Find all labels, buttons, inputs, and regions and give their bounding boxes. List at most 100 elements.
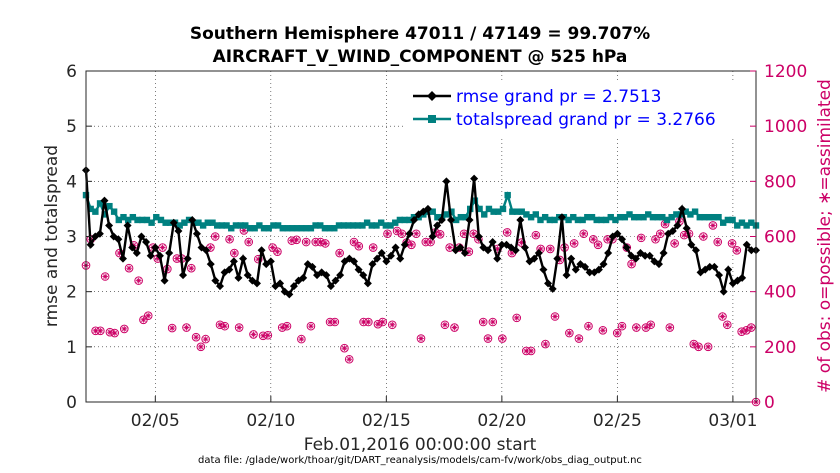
totalspread-point [481,211,488,218]
obs-assimilated-point [528,348,534,354]
totalspread-point [546,216,554,224]
totalspread-point [298,225,305,232]
obs-assimilated-point [580,230,587,237]
obs-assimilated-point [571,240,577,247]
rmse-point [155,251,164,260]
rmse-point [742,240,751,249]
obs-possible-point [708,221,718,230]
obs-assimilated-point [485,335,491,342]
totalspread-point [696,213,703,221]
obs-assimilated-stroke [327,319,333,325]
obs-possible-point [445,243,455,252]
rmse-point [437,215,446,224]
obs-assimilated-stroke [270,245,275,250]
rmse-point [86,240,95,249]
legend-box [405,80,750,136]
rmse-point [557,213,566,222]
obs-possible-point [651,234,660,244]
obs-possible-point [722,320,732,330]
obs-assimilated-point [384,230,391,237]
obs-assimilated-point [576,335,582,342]
obs-assimilated-stroke [447,245,452,250]
obs-assimilated-point [212,233,219,240]
obs-possible-point [450,323,459,332]
totalspread-point [710,213,718,221]
obs-possible-point [689,339,699,349]
rmse-point [299,273,308,282]
totalspread-point [293,225,301,232]
obs-possible-point [478,317,488,327]
obs-possible-point [746,323,756,332]
rmse-point [470,174,479,183]
obs-assimilated-point [743,327,750,334]
totalspread-point [387,222,394,229]
obs-assimilated-point [590,236,597,243]
obs-assimilated-point [523,348,530,354]
rmse-point [747,246,756,255]
rmse-point [659,249,668,258]
obs-assimilated-point [748,324,755,331]
totalspread-point [139,216,146,224]
obs-assimilated-stroke [289,238,295,243]
obs-assimilated-point [135,277,142,284]
rmse-point [618,235,626,244]
rmse-point [682,224,691,233]
obs-assimilated-stroke [653,236,658,242]
obs-assimilated-stroke [748,325,754,330]
obs-possible-point [373,319,383,329]
obs-possible-point [201,334,210,344]
obs-assimilated-point [614,330,621,336]
x-tick-label: 02/10 [246,411,295,431]
obs-possible-point [641,323,651,332]
obs-assimilated-point [394,228,400,234]
obs-assimilated-stroke [122,326,127,332]
obs-assimilated-point [207,244,214,251]
obs-possible-point [646,320,656,330]
rmse-point [585,268,594,277]
obs-assimilated-stroke [528,348,534,354]
obs-possible-point [234,323,244,332]
obs-assimilated-stroke [351,239,357,245]
obs-possible-point [636,233,646,243]
obs-assimilated-stroke [490,319,496,325]
obs-assimilated-stroke [93,328,98,334]
obs-assimilated-stroke [485,336,491,341]
obs-assimilated-point [585,323,592,329]
obs-possible-point [440,320,450,330]
obs-assimilated-stroke [212,234,218,239]
obs-assimilated-point [422,239,429,245]
obs-assimilated-point [399,230,405,237]
obs-assimilated-stroke [461,231,467,237]
totalspread-point [738,219,746,226]
obs-possible-point [119,324,129,334]
totalspread-point [574,216,582,224]
obs-assimilated-stroke [390,322,395,328]
totalspread-point [537,216,544,224]
obs-assimilated-point [236,324,242,331]
totalspread-point [312,222,319,229]
rmse-point [738,273,747,282]
obs-possible-point [383,229,392,239]
obs-assimilated-stroke [260,333,266,339]
obs-possible-point [368,243,378,252]
totalspread-point [673,211,680,218]
rmse-point [160,276,169,285]
obs-assimilated-point [690,341,697,347]
y-right-axis-label: # of obs: o=possible; ∗=assimilated [815,79,835,393]
obs-assimilated-point [643,324,649,331]
obs-possible-point [713,237,723,247]
totalspread-point [659,213,666,221]
obs-assimilated-stroke [126,265,132,271]
totalspread-point [687,211,694,218]
rmse-point [146,251,155,260]
rmse-point [544,279,553,288]
obs-assimilated-stroke [284,323,290,329]
obs-possible-point [670,239,679,248]
obs-assimilated-point [480,319,487,325]
obs-assimilated-stroke [193,334,199,340]
obs-assimilated-stroke [500,336,505,341]
obs-possible-point [550,312,560,321]
obs-assimilated-stroke [495,246,500,252]
rmse-point [234,273,243,282]
